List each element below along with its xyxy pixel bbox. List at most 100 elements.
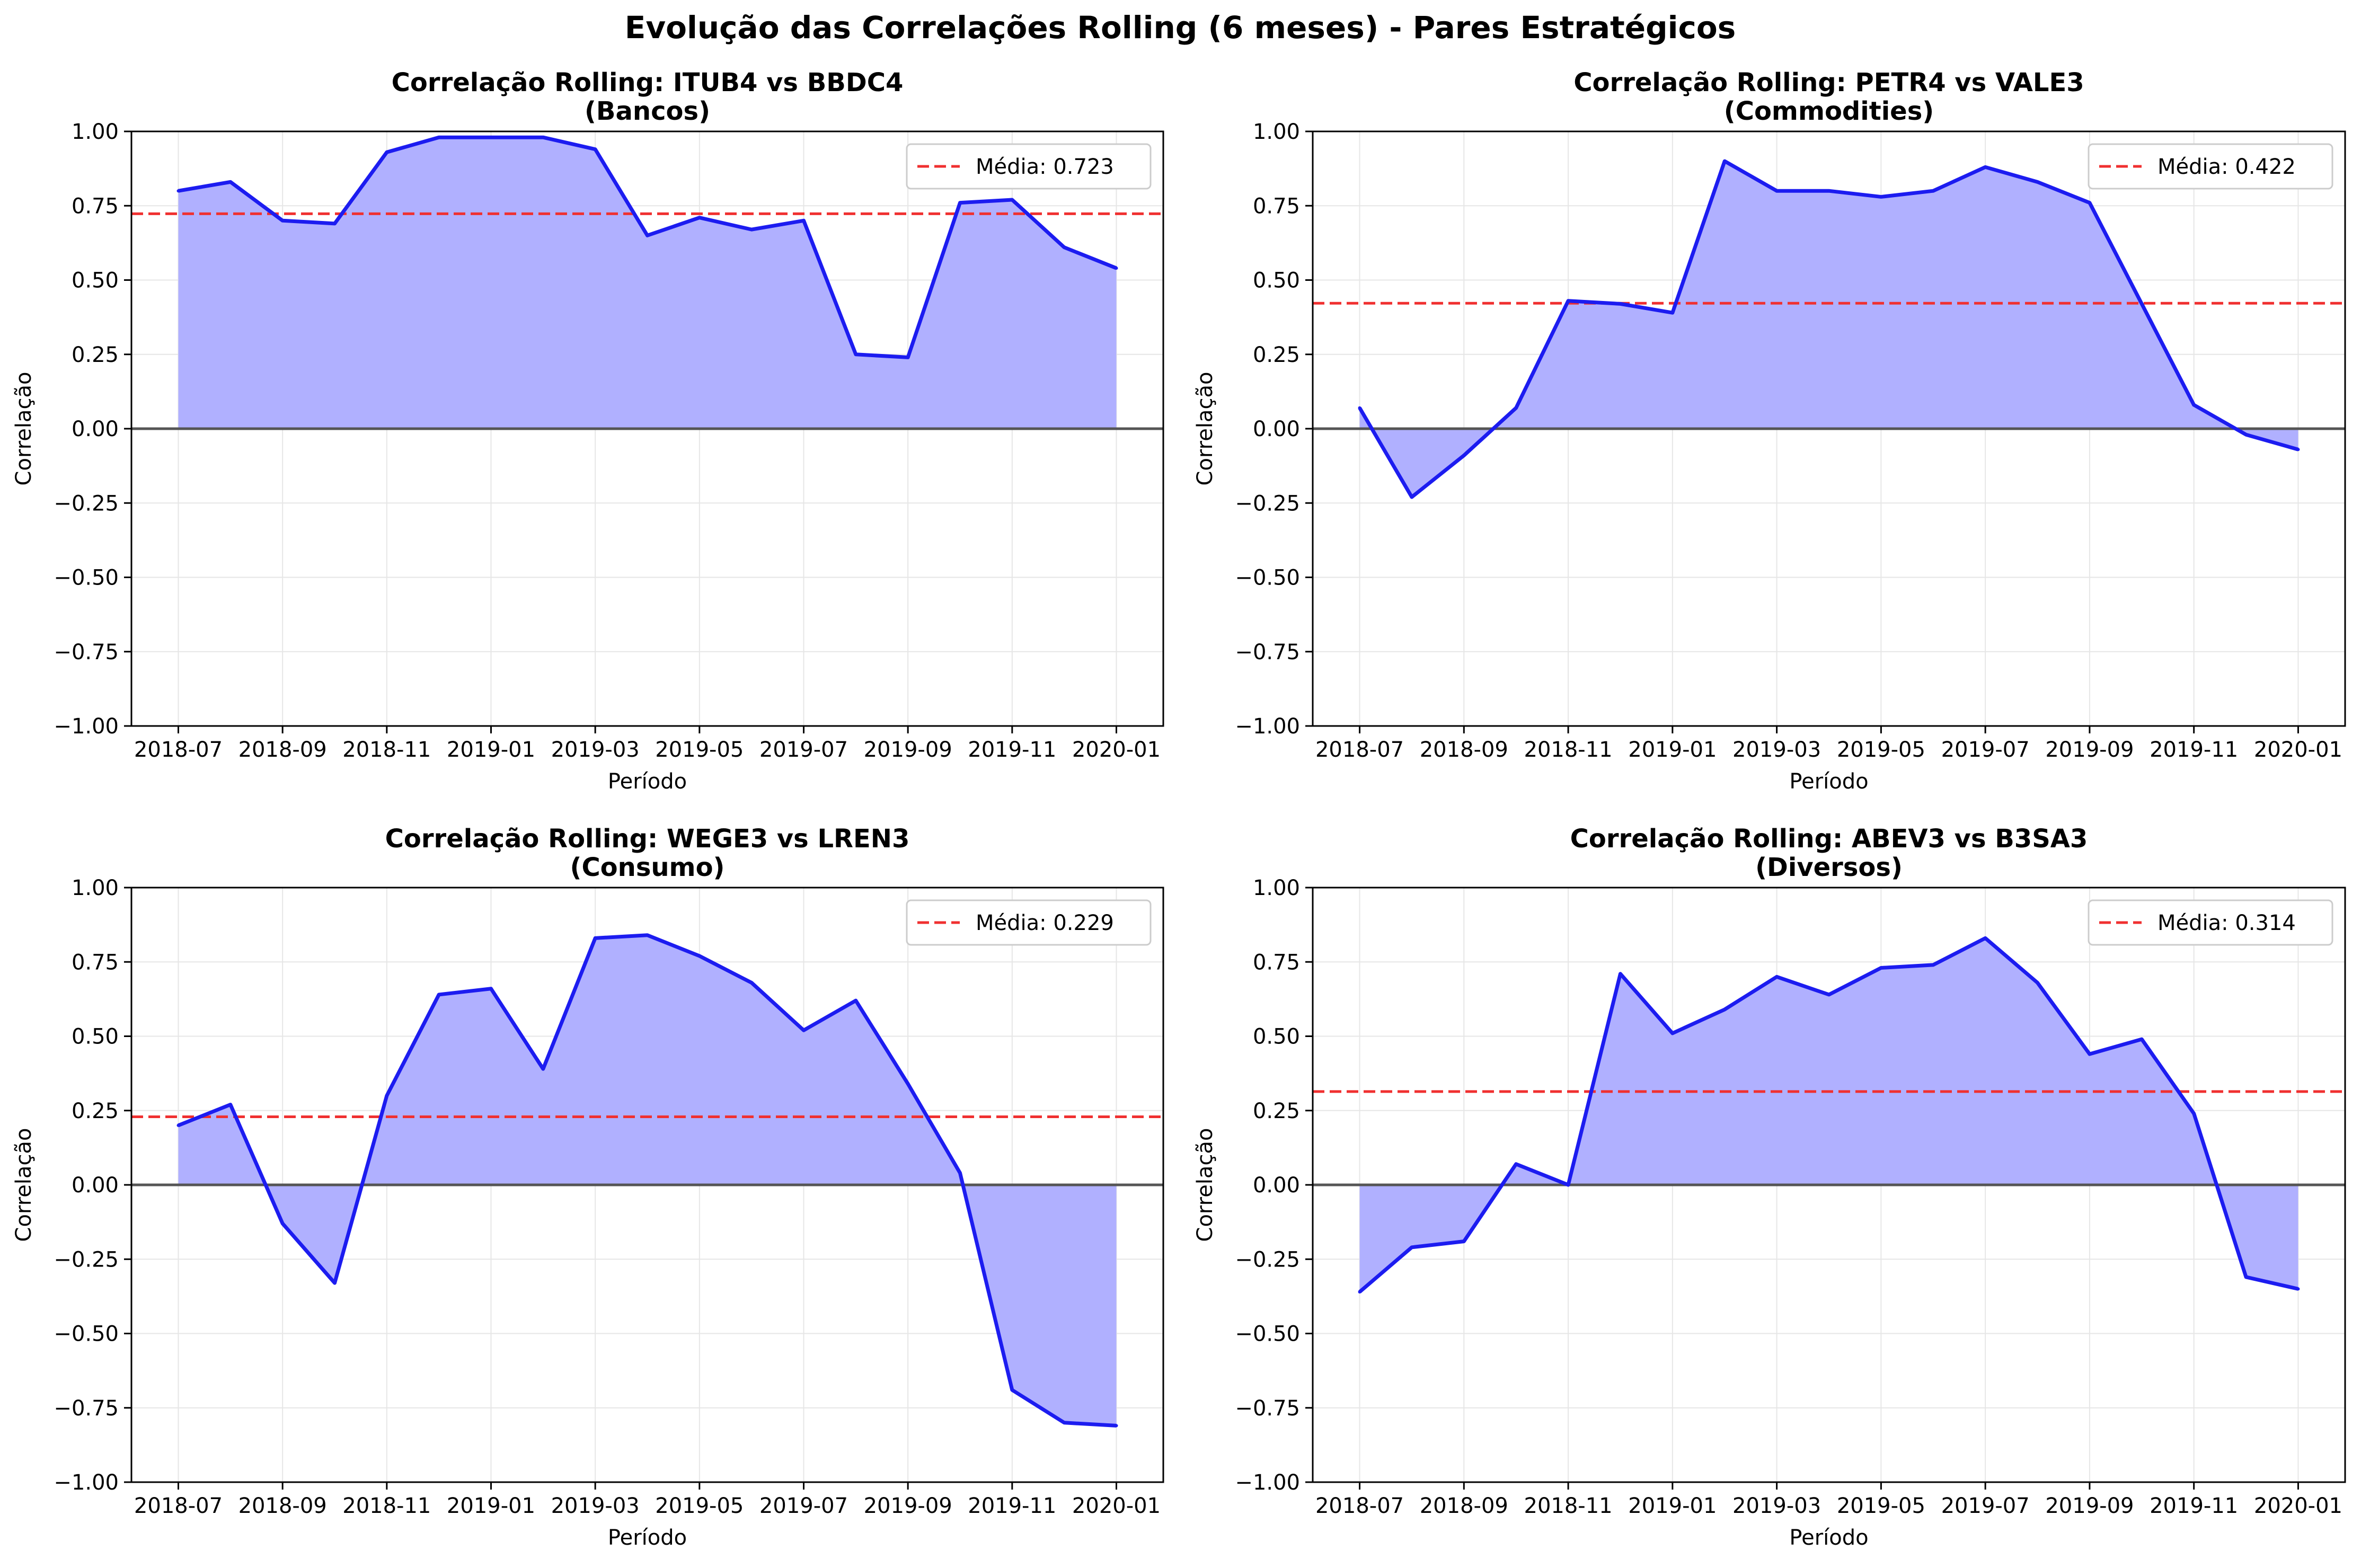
data-point xyxy=(645,933,649,937)
y-tick-label: 0.00 xyxy=(72,417,119,441)
data-point xyxy=(1410,495,1413,499)
x-tick-label: 2018-07 xyxy=(134,738,223,762)
legend-label: Média: 0.723 xyxy=(976,155,1114,179)
data-point xyxy=(1827,993,1831,996)
y-tick-label: 0.75 xyxy=(72,950,119,975)
data-point xyxy=(333,1281,337,1285)
legend: Média: 0.314 xyxy=(2088,899,2333,946)
x-tick-label: 2019-01 xyxy=(1628,1494,1717,1518)
y-tick-label: −0.25 xyxy=(54,491,119,516)
x-tick-label: 2018-11 xyxy=(1524,738,1613,762)
y-tick-label: −0.25 xyxy=(1235,491,1300,516)
data-point xyxy=(1514,1162,1518,1166)
data-point xyxy=(594,147,597,151)
data-point xyxy=(228,180,232,184)
x-tick-label: 2018-07 xyxy=(1315,738,1404,762)
data-point xyxy=(437,136,441,139)
data-point xyxy=(541,136,545,139)
y-axis-label: Correlação xyxy=(1193,372,1217,486)
data-point xyxy=(1670,1031,1674,1035)
x-tick-label: 2019-05 xyxy=(655,738,744,762)
subplot-subtitle: (Commodities) xyxy=(1724,96,1934,126)
data-point xyxy=(281,1221,285,1225)
subplot-title: Correlação Rolling: ITUB4 vs BBDC4 xyxy=(392,68,904,98)
x-tick-label: 2019-01 xyxy=(447,738,535,762)
y-tick-label: 0.00 xyxy=(1253,417,1300,441)
data-point xyxy=(2244,1275,2248,1279)
x-tick-label: 2018-11 xyxy=(1524,1494,1613,1518)
data-point xyxy=(1827,189,1831,193)
subplot-subtitle: (Diversos) xyxy=(1755,853,1903,882)
data-point xyxy=(1619,302,1622,306)
x-tick-label: 2019-11 xyxy=(968,738,1056,762)
data-point xyxy=(594,936,597,940)
x-tick-label: 2018-07 xyxy=(134,1494,223,1518)
x-tick-label: 2020-01 xyxy=(2254,738,2342,762)
x-tick-label: 2019-05 xyxy=(1837,1494,1925,1518)
y-tick-label: −0.75 xyxy=(1235,640,1300,665)
x-tick-label: 2020-01 xyxy=(1072,1494,1161,1518)
data-point xyxy=(1984,936,1987,940)
y-tick-label: −0.50 xyxy=(54,1322,119,1346)
y-tick-label: 0.50 xyxy=(1253,1025,1300,1049)
data-point xyxy=(1670,311,1674,315)
data-point xyxy=(1984,165,1987,169)
data-point xyxy=(1931,963,1935,967)
data-point xyxy=(489,136,493,139)
x-tick-label: 2019-09 xyxy=(2045,1494,2134,1518)
y-axis-label: Correlação xyxy=(1193,1128,1217,1242)
y-tick-label: 0.50 xyxy=(72,1025,119,1049)
x-tick-label: 2018-09 xyxy=(1420,738,1508,762)
y-tick-label: 0.25 xyxy=(72,1099,119,1123)
data-point xyxy=(958,1171,962,1175)
data-point xyxy=(854,999,857,1003)
data-point xyxy=(1462,1239,1466,1243)
y-tick-label: 1.00 xyxy=(72,876,119,900)
data-point xyxy=(2140,302,2144,306)
legend-box xyxy=(906,143,1152,190)
y-tick-label: −0.50 xyxy=(54,566,119,590)
data-point xyxy=(1010,198,1014,202)
x-axis-label: Período xyxy=(608,1526,687,1550)
x-tick-label: 2020-01 xyxy=(2254,1494,2342,1518)
data-point xyxy=(697,954,701,958)
data-point xyxy=(2192,403,2196,407)
data-point xyxy=(489,987,493,990)
data-point xyxy=(1931,189,1935,193)
x-tick-label: 2018-09 xyxy=(238,1494,327,1518)
data-point xyxy=(2036,981,2039,985)
x-tick-label: 2019-07 xyxy=(1941,738,2030,762)
y-tick-label: 1.00 xyxy=(72,120,119,144)
subplot-3: 2018-07 2018-09 2018-11 2019-01 2019-03 2019-… xyxy=(12,824,1164,1550)
y-tick-label: 0.50 xyxy=(72,269,119,293)
data-point xyxy=(645,234,649,237)
data-point xyxy=(1775,975,1779,979)
data-point xyxy=(1723,1008,1727,1012)
data-point xyxy=(1115,267,1118,270)
subplot-1: 2018-07 2018-09 2018-11 2019-01 2019-03 2019-… xyxy=(12,68,1164,794)
x-tick-label: 2018-09 xyxy=(238,738,327,762)
y-tick-label: −1.00 xyxy=(1235,1470,1300,1495)
legend: Média: 0.723 xyxy=(906,143,1152,190)
data-point xyxy=(1619,972,1622,976)
subplot-subtitle: (Bancos) xyxy=(585,96,710,126)
x-axis-label: Período xyxy=(1789,769,1868,794)
data-point xyxy=(1462,454,1466,457)
subplot-subtitle: (Consumo) xyxy=(570,853,725,882)
x-tick-label: 2018-07 xyxy=(1315,1494,1404,1518)
figure-title: Evolução das Correlações Rolling (6 mese… xyxy=(625,10,1736,46)
x-tick-label: 2019-09 xyxy=(864,738,952,762)
data-point xyxy=(1063,245,1066,249)
data-point xyxy=(750,981,754,985)
data-point xyxy=(1010,1388,1014,1392)
data-point xyxy=(750,228,754,232)
y-tick-label: 0.75 xyxy=(1253,194,1300,218)
y-tick-label: 0.00 xyxy=(72,1173,119,1198)
data-point xyxy=(2296,1287,2300,1291)
x-tick-label: 2019-07 xyxy=(1941,1494,2030,1518)
data-point xyxy=(1567,1183,1570,1186)
data-point xyxy=(228,1103,232,1106)
y-tick-label: 0.00 xyxy=(1253,1173,1300,1198)
x-tick-label: 2020-01 xyxy=(1072,738,1161,762)
